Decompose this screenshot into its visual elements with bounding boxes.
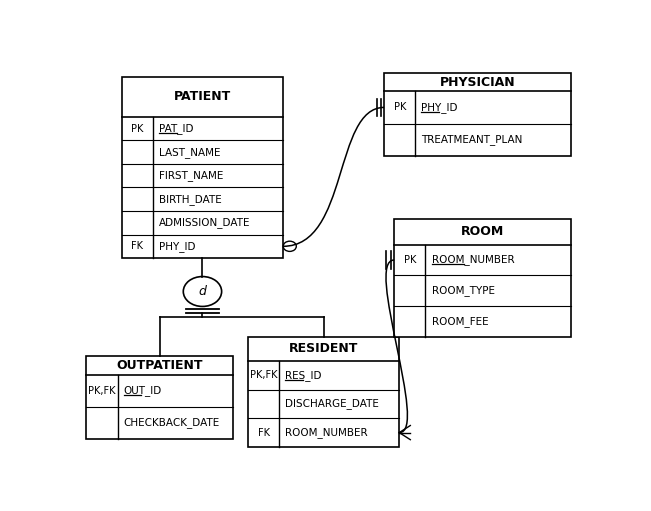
Text: ROOM_FEE: ROOM_FEE <box>432 316 488 327</box>
Bar <box>122 77 283 258</box>
Text: BIRTH_DATE: BIRTH_DATE <box>159 194 222 205</box>
Bar <box>395 219 571 337</box>
Text: PHY_ID: PHY_ID <box>159 241 195 252</box>
Text: PK: PK <box>132 124 144 134</box>
Bar <box>384 73 571 156</box>
Text: LAST_NAME: LAST_NAME <box>159 147 221 157</box>
Text: PHY_ID: PHY_ID <box>421 102 458 113</box>
Text: PHYSICIAN: PHYSICIAN <box>439 76 515 89</box>
Text: FK: FK <box>132 241 143 251</box>
Text: PK,FK: PK,FK <box>89 386 116 396</box>
Text: ROOM_TYPE: ROOM_TYPE <box>432 285 495 296</box>
Text: ROOM_NUMBER: ROOM_NUMBER <box>285 427 368 438</box>
Text: RES_ID: RES_ID <box>285 370 322 381</box>
Text: FK: FK <box>258 428 270 437</box>
Bar <box>248 337 399 447</box>
Text: ROOM: ROOM <box>461 225 504 238</box>
Text: PK: PK <box>404 255 416 265</box>
Text: OUT_ID: OUT_ID <box>124 385 162 396</box>
Text: PAT_ID: PAT_ID <box>159 123 193 134</box>
Bar <box>87 357 232 439</box>
Text: RESIDENT: RESIDENT <box>289 342 358 355</box>
Text: CHECKBACK_DATE: CHECKBACK_DATE <box>124 417 220 428</box>
Text: FIRST_NAME: FIRST_NAME <box>159 170 223 181</box>
Text: ROOM_NUMBER: ROOM_NUMBER <box>432 254 514 266</box>
Text: TREATMEANT_PLAN: TREATMEANT_PLAN <box>421 134 523 145</box>
Text: DISCHARGE_DATE: DISCHARGE_DATE <box>285 399 379 409</box>
Text: OUTPATIENT: OUTPATIENT <box>117 359 203 372</box>
Text: ADMISSION_DATE: ADMISSION_DATE <box>159 217 251 228</box>
Text: PK: PK <box>394 102 406 112</box>
Text: PATIENT: PATIENT <box>174 90 231 103</box>
Text: d: d <box>199 285 206 298</box>
Text: PK,FK: PK,FK <box>250 370 277 380</box>
